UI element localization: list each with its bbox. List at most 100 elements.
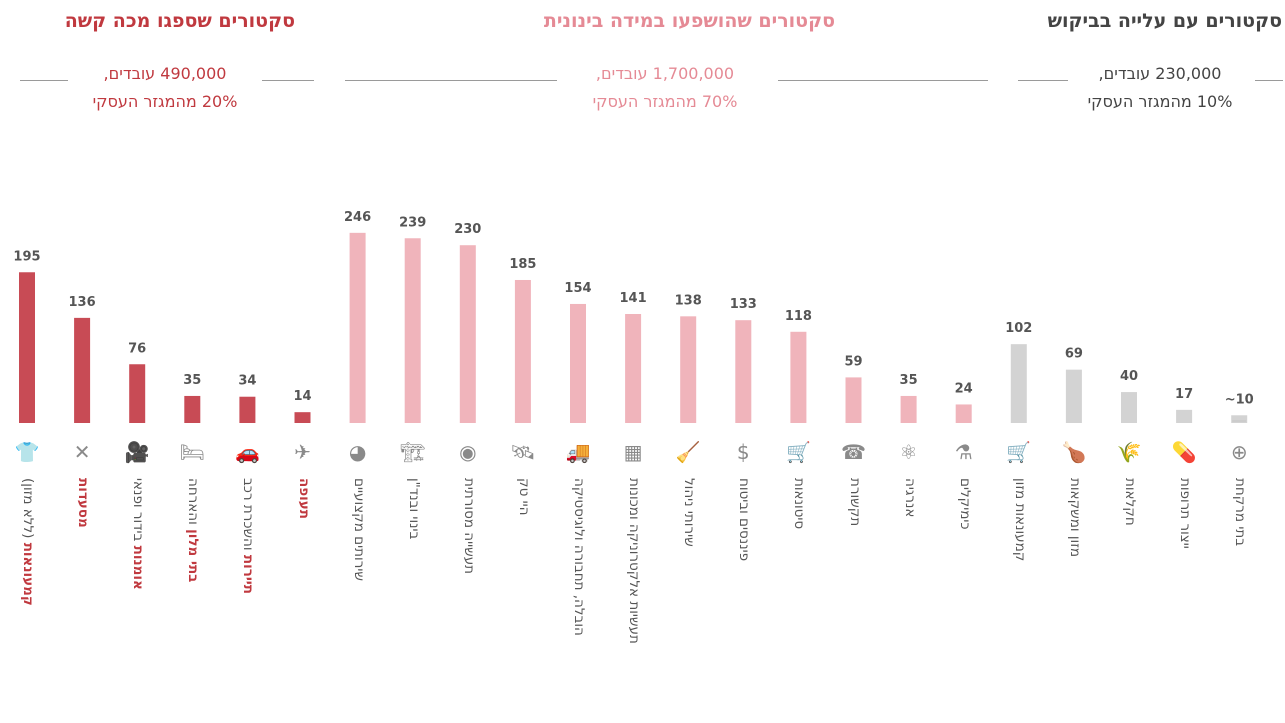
bar-7 (404, 238, 421, 423)
bar-12 (680, 316, 697, 423)
category-label-13: פיננסים וביטוח (736, 478, 752, 561)
category-label-18: קמעונאות מזון (1012, 478, 1028, 561)
group-title-rising: סקטורים עם עלייה בביקוש (1047, 10, 1282, 32)
value-label-16: 35 (900, 373, 918, 388)
rule-medium-right (778, 80, 988, 81)
category-label-21: ייצור תרופות (1177, 478, 1193, 549)
wheat-icon: 🌾 (1117, 440, 1142, 464)
category-label-20: חקלאות (1122, 478, 1138, 526)
category-label-bold-5: תעופה (295, 478, 312, 520)
cleaning-icon: 🧹 (676, 440, 701, 464)
bar-19 (1065, 369, 1082, 423)
category-label-9: היי טק (516, 478, 532, 515)
value-label-1: 136 (69, 295, 96, 310)
category-label-bold-4: תיירות (240, 554, 257, 594)
medical-cross-icon: ⊕ (1231, 440, 1248, 464)
category-label-text-18: קמעונאות מזון (1011, 478, 1028, 562)
category-label-text-22: בתי מרקחת (1232, 478, 1249, 547)
value-label-22: ~10 (1225, 392, 1254, 407)
satellite-icon: 🛰 (510, 440, 535, 464)
value-label-13: 133 (730, 297, 757, 312)
category-label-6: שירותים מקצועיים (351, 478, 367, 581)
category-label-text-7: בינוי ובנד"ן (405, 478, 422, 540)
disc-icon: ◉ (459, 440, 476, 464)
value-label-2: 76 (128, 341, 146, 356)
bar-4 (239, 396, 256, 423)
cart-icon: 🛒 (1006, 440, 1031, 464)
atom-icon: ⚛ (900, 440, 918, 464)
category-label-10: הובלה, תחבורה ולוגיסטיקה (571, 478, 587, 636)
category-label-1: מסעדות (75, 478, 91, 528)
bar-13 (735, 320, 752, 423)
bar-22 (1231, 415, 1248, 423)
bar-21 (1176, 409, 1193, 423)
category-label-16: אנרגיה (902, 478, 918, 517)
value-label-8: 230 (454, 222, 481, 237)
bar-14 (790, 331, 807, 423)
value-label-12: 138 (675, 293, 702, 308)
value-label-3: 35 (183, 373, 201, 388)
value-label-4: 34 (238, 374, 256, 389)
value-label-15: 59 (844, 354, 862, 369)
value-label-9: 185 (509, 257, 536, 272)
bar-1 (74, 317, 91, 423)
value-label-11: 141 (620, 291, 647, 306)
value-label-17: 24 (955, 381, 973, 396)
category-label-5: תעופה (296, 478, 312, 519)
category-label-7: בינוי ובנד"ן (406, 478, 422, 539)
category-label-12: שירותי ניהול (681, 478, 697, 547)
truck-icon: 🚚 (566, 440, 591, 464)
category-label-4: תיירות והשכרת רכב (240, 478, 256, 594)
car-icon: 🚗 (235, 440, 260, 464)
pie-chart-icon: ◕ (349, 440, 366, 464)
category-label-17: כימיקלים (957, 478, 973, 530)
dollar-icon: $ (737, 440, 750, 464)
group-sub-hard: 490,000 עובדים, 20% מהמגזר העסקי (60, 60, 270, 116)
camera-icon: 🎥 (125, 440, 150, 464)
group-share-medium: 70% מהמגזר העסקי (592, 92, 738, 111)
category-label-text-6: שירותים מקצועיים (350, 478, 367, 581)
bar-2 (129, 364, 146, 423)
chip-icon: ▦ (624, 440, 643, 464)
value-label-10: 154 (564, 281, 591, 296)
bar-0 (19, 272, 35, 423)
group-share-rising: 10% מהמגזר העסקי (1087, 92, 1233, 111)
bar-9 (514, 279, 531, 423)
value-label-18: 102 (1005, 321, 1032, 336)
group-workers-hard: 490,000 עובדים, (103, 64, 227, 83)
group-sub-rising: 230,000 עובדים, 10% מהמגזר העסקי (1060, 60, 1260, 116)
category-label-11: תעשיות אלקטרוניקה ומכונות (626, 478, 642, 644)
bed-icon: 🛏 (180, 440, 205, 464)
bar-6 (349, 232, 366, 423)
category-label-text-0: (ללא מזון) (20, 478, 36, 543)
group-sub-medium: 1,700,000 עובדים, 70% מהמגזר העסקי (560, 60, 770, 116)
category-label-14: סיטונאות (791, 478, 807, 529)
value-label-5: 14 (293, 389, 311, 404)
category-label-text-13: פיננסים וביטוח (736, 478, 753, 562)
fork-knife-icon: ✕ (74, 440, 91, 464)
category-label-text-14: סיטונאות (791, 478, 808, 530)
bar-11 (625, 314, 642, 423)
category-label-text-12: שירותי ניהול (681, 478, 698, 547)
crane-icon: 🏗 (400, 440, 425, 464)
category-label-22: בתי מרקחת (1232, 478, 1248, 546)
category-label-text-2: בידור ופנאי (130, 478, 147, 546)
category-label-text-20: חקלאות (1122, 478, 1138, 526)
category-label-0: קמעונאות (ללא מזון) (20, 478, 36, 606)
rule-medium-left (345, 80, 557, 81)
category-label-bold-0: קמעונאות (20, 542, 36, 606)
drumstick-icon: 🍗 (1061, 440, 1086, 464)
category-label-text-16: אנרגיה (901, 478, 918, 518)
hand-truck-icon: 🛒 (786, 440, 811, 464)
category-label-text-4: והשכרת רכב (240, 478, 257, 555)
plane-icon: ✈ (294, 440, 311, 464)
group-share-hard: 20% מהמגזר העסקי (92, 92, 238, 111)
category-label-text-11: תעשיות אלקטרוניקה ומכונות (626, 478, 643, 644)
group-title-hard: סקטורים שספגו מכה קשה (64, 10, 295, 32)
group-title-medium: סקטורים שהושפעו במידה בינונית (543, 10, 835, 32)
value-label-7: 239 (399, 215, 426, 230)
value-label-0: 195 (13, 249, 40, 264)
bar-8 (459, 245, 476, 423)
category-label-2: אומנות בידור ופנאי (130, 478, 146, 590)
